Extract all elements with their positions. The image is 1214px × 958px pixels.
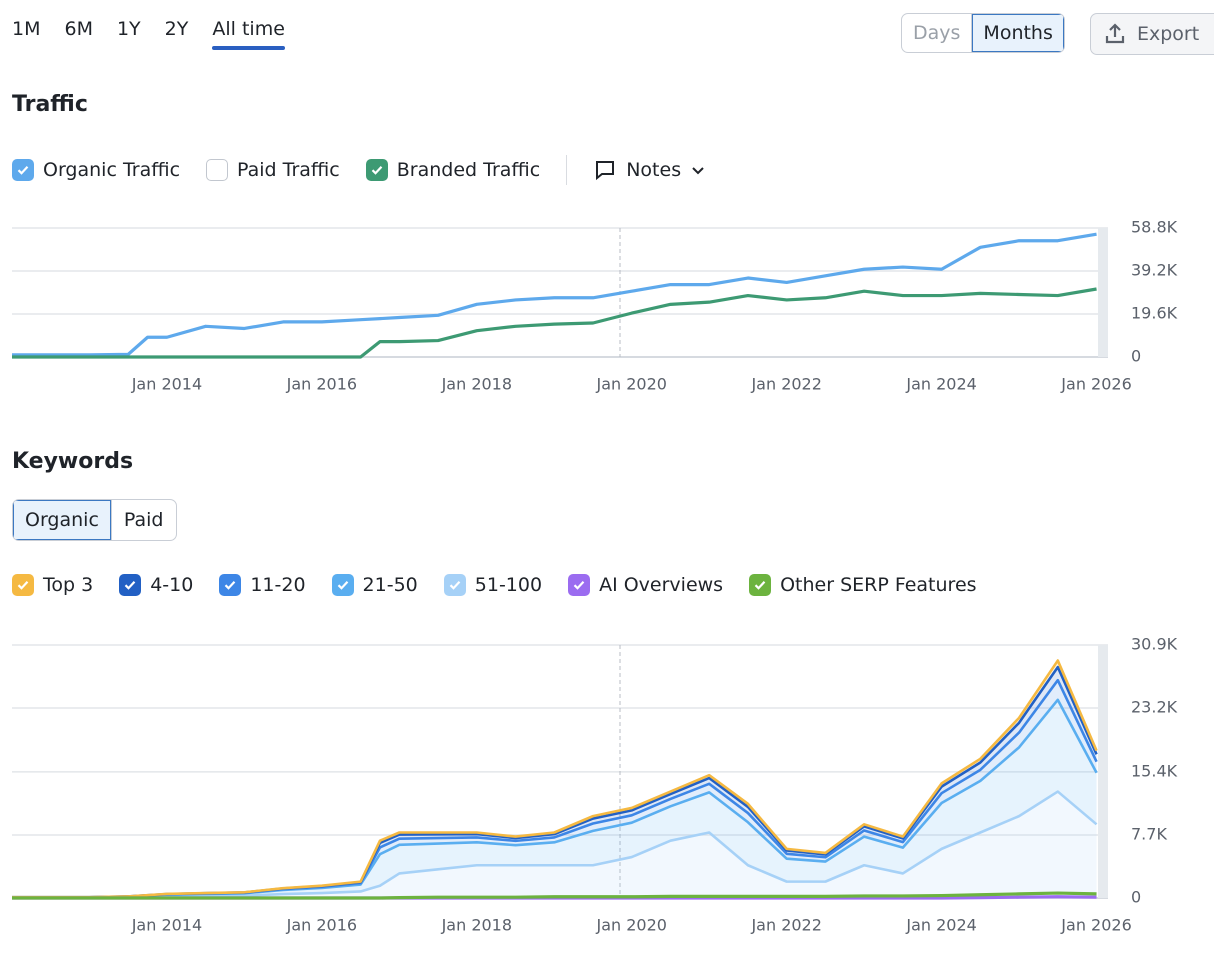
checkbox[interactable] <box>568 574 591 596</box>
x-tick-label: Jan 2024 <box>905 375 976 394</box>
export-icon <box>1105 23 1125 44</box>
legend-label: Other SERP Features <box>780 574 977 596</box>
y-tick-label: 19.6K <box>1131 304 1178 323</box>
range-tab[interactable]: 1Y <box>116 18 141 40</box>
checkbox[interactable] <box>365 159 388 181</box>
x-tick-label: Jan 2018 <box>441 375 512 394</box>
y-tick-label: 15.4K <box>1131 761 1178 780</box>
x-tick-label: Jan 2024 <box>905 916 976 935</box>
notes-icon <box>596 161 615 181</box>
x-tick-label: Jan 2026 <box>1060 375 1131 394</box>
legend: Organic Traffic Paid Traffic Branded Traff… <box>12 155 706 185</box>
granularity-option[interactable]: Months <box>971 14 1064 52</box>
y-tick-label: 0 <box>1131 888 1141 907</box>
legend-label: Top 3 <box>43 574 94 596</box>
checkbox[interactable] <box>12 159 34 181</box>
checkbox[interactable] <box>119 574 142 596</box>
area-segment <box>12 791 1097 898</box>
range-tab[interactable]: 6M <box>64 18 93 40</box>
legend-label: Paid Traffic <box>237 159 340 181</box>
y-tick-label: 23.2K <box>1131 698 1178 717</box>
x-tick-label: Jan 2022 <box>750 916 821 935</box>
y-tick-label: 30.9K <box>1131 635 1178 654</box>
notes-label: Notes <box>626 159 682 181</box>
traffic-chart: 0 19.6K 39.2K 58.8K Jan 2014 Jan 2016 Jan 2018… <box>12 218 1178 394</box>
x-tick-label: Jan 2016 <box>286 916 357 935</box>
keywords-chart: 0 7.7K 15.4K 23.2K 30.9K Jan 2014 Jan 2016 Jan … <box>12 635 1178 935</box>
section-title: Keywords <box>12 449 134 474</box>
legend-label: Branded Traffic <box>396 159 541 181</box>
y-tick-label: 0 <box>1131 347 1141 366</box>
x-tick-label: Jan 2014 <box>131 916 202 935</box>
legend-item[interactable]: 21-50 <box>331 574 418 596</box>
range-tab[interactable]: All time <box>212 18 285 50</box>
granularity-toggle: Days Months <box>901 13 1065 53</box>
checkbox[interactable] <box>443 574 466 596</box>
legend-label: 21-50 <box>362 574 418 596</box>
range-tab[interactable]: 1M <box>12 18 41 40</box>
legend-item[interactable]: Other SERP Features <box>749 574 977 596</box>
legend-item[interactable]: 51-100 <box>443 574 543 596</box>
export-button[interactable]: Export <box>1090 13 1214 55</box>
legend-item[interactable]: Organic Traffic <box>12 159 180 181</box>
granularity-option[interactable]: Days <box>913 22 961 44</box>
y-tick-label: 7.7K <box>1131 824 1167 843</box>
checkbox[interactable] <box>749 574 772 596</box>
legend-label: 51-100 <box>474 574 543 596</box>
x-tick-label: Jan 2026 <box>1060 916 1131 935</box>
x-tick-label: Jan 2020 <box>596 916 667 935</box>
series-line <box>12 287 1097 359</box>
range-tab[interactable]: 2Y <box>164 18 189 40</box>
keyword-tab[interactable]: Paid <box>110 500 176 540</box>
checkbox[interactable] <box>219 574 242 596</box>
area-edge <box>12 659 1098 899</box>
x-tick-label: Jan 2022 <box>750 375 821 394</box>
range-end-band <box>1098 645 1108 898</box>
series-line <box>12 232 1097 357</box>
y-tick-label: 39.2K <box>1131 261 1178 280</box>
notes-dropdown[interactable]: Notes <box>593 158 706 182</box>
chevron <box>692 167 704 175</box>
x-tick-label: Jan 2020 <box>596 375 667 394</box>
y-tick-label: 58.8K <box>1131 218 1178 237</box>
checkbox[interactable] <box>12 574 34 596</box>
keyword-toggle: Organic Paid <box>12 499 177 541</box>
checkbox[interactable] <box>206 159 229 181</box>
range-end-band <box>1098 228 1108 357</box>
legend-item[interactable]: 4-10 <box>119 574 193 596</box>
legend-item[interactable]: Paid Traffic <box>206 159 340 181</box>
legend-label: AI Overviews <box>599 574 724 596</box>
separator <box>566 155 568 185</box>
legend-item[interactable]: Branded Traffic <box>365 159 541 181</box>
legend-label: 11-20 <box>250 574 306 596</box>
section-title: Traffic <box>12 92 88 117</box>
legend-label: Organic Traffic <box>43 159 181 181</box>
series-line <box>12 891 1097 900</box>
area-segment <box>12 699 1097 898</box>
x-tick-label: Jan 2014 <box>131 375 202 394</box>
legend-item[interactable]: 11-20 <box>219 574 306 596</box>
legend-label: 4-10 <box>150 574 194 596</box>
legend-item[interactable]: AI Overviews <box>568 574 723 596</box>
legend: Top 3 4-10 11-20 21-50 51-100 AI Overviews Oth… <box>12 574 977 596</box>
area-edge <box>12 790 1098 899</box>
x-tick-label: Jan 2016 <box>286 375 357 394</box>
checkbox[interactable] <box>331 574 354 596</box>
x-tick-label: Jan 2018 <box>441 916 512 935</box>
legend-item[interactable]: Top 3 <box>12 574 93 596</box>
export-label: Export <box>1137 23 1200 45</box>
keyword-tab[interactable]: Organic <box>13 500 111 540</box>
range-tabs: 1M 6M 1Y 2Y All time <box>12 18 285 50</box>
